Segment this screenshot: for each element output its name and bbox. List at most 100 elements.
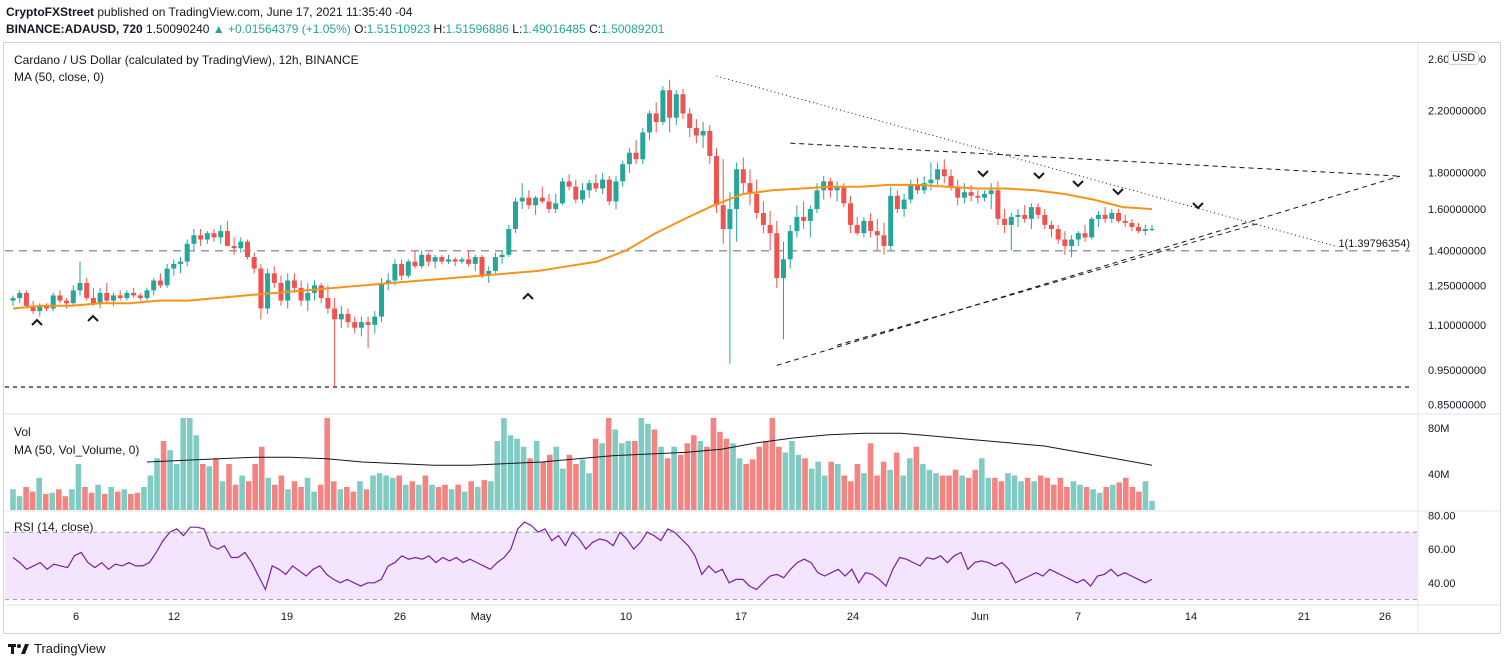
candle-body — [245, 241, 250, 258]
vol-legend: Vol — [14, 425, 31, 439]
chart-frame — [3, 42, 1501, 634]
volume-bar — [160, 441, 167, 510]
candle-body — [1109, 212, 1115, 219]
time-tick-label: 26 — [1379, 611, 1391, 623]
price-tick-label: 1.10000000 — [1428, 320, 1486, 332]
volume-bar — [304, 477, 311, 510]
currency-badge[interactable]: USD — [1448, 51, 1480, 65]
candle-body — [714, 155, 719, 206]
volume-bar — [474, 487, 481, 510]
volume-bar — [180, 418, 186, 510]
volume-bar — [841, 475, 848, 510]
volume-bar — [913, 446, 920, 510]
candle-body — [472, 257, 478, 264]
candle-body — [727, 209, 733, 230]
volume-bar — [494, 441, 501, 510]
candle-body — [513, 201, 518, 230]
candle-body — [593, 183, 599, 189]
candle-body — [345, 313, 351, 323]
candle-body — [318, 285, 324, 299]
candle-body — [452, 259, 458, 262]
candle-body — [915, 184, 920, 191]
volume-bar — [141, 487, 147, 510]
volume-bar — [959, 475, 965, 510]
candle-body — [1122, 220, 1128, 223]
volume-bar — [350, 491, 357, 510]
candle-body — [781, 259, 786, 279]
candle-body — [834, 186, 840, 191]
volume-bar — [704, 446, 710, 510]
volume-bar — [861, 473, 867, 510]
candle-body — [539, 197, 545, 202]
candle-body — [848, 203, 853, 225]
volume-bar — [121, 489, 128, 510]
volume-bar — [232, 484, 239, 510]
volume-bar — [893, 452, 900, 510]
candle-body — [325, 298, 331, 309]
candle-body — [988, 190, 994, 194]
volume-bar — [848, 481, 854, 510]
publish-info: CryptoFXStreet published on TradingView.… — [6, 5, 412, 19]
candle-body — [1102, 214, 1108, 219]
volume-bar — [527, 458, 533, 510]
volume-bar — [1037, 475, 1044, 510]
price-tick-label: 2.20000000 — [1428, 106, 1486, 118]
volume-bar — [1136, 491, 1142, 510]
volume-bar — [1064, 487, 1070, 510]
candle-body — [600, 179, 606, 189]
volume-bar — [638, 418, 645, 510]
volume-bar — [324, 418, 331, 510]
candle-body — [231, 245, 237, 249]
candle-body — [291, 280, 297, 288]
candle-body — [1089, 218, 1095, 238]
candle-body — [1062, 239, 1068, 246]
volume-bar — [344, 487, 350, 510]
candle-body — [37, 305, 43, 312]
price-tick-label: 1.40000000 — [1428, 245, 1486, 257]
time-tick-label: 17 — [735, 611, 747, 623]
volume-bar — [979, 458, 985, 510]
swing-high-marker-icon — [1192, 202, 1204, 210]
volume-bar — [1116, 482, 1123, 510]
volume-bar — [278, 475, 285, 510]
volume-bar — [383, 475, 389, 510]
candle-body — [760, 212, 766, 225]
volume-bar — [173, 464, 180, 510]
price-tick-label: 1.25000000 — [1428, 280, 1486, 292]
volume-bar — [579, 459, 586, 510]
tradingview-logo-icon — [8, 643, 29, 654]
candle-body — [30, 305, 36, 312]
volume-bar — [75, 464, 82, 510]
volume-bar — [906, 458, 913, 510]
volume-bar — [62, 496, 69, 510]
symbol-label: BINANCE:ADAUSD, 720 — [6, 22, 143, 36]
volume-bar — [717, 431, 723, 510]
volume-bar — [186, 418, 193, 510]
volume-bar — [834, 464, 841, 510]
candle-body — [580, 190, 585, 200]
volume-bar — [1051, 484, 1057, 510]
volume-bar — [880, 461, 887, 510]
candle-body — [787, 231, 793, 260]
candle-body — [680, 94, 686, 114]
volume-bar — [49, 492, 56, 510]
volume-bar — [311, 491, 317, 510]
volume-bar — [690, 435, 697, 510]
candle-body — [1136, 226, 1142, 232]
volume-bar — [828, 461, 835, 510]
swing-high-marker-icon — [1033, 172, 1045, 180]
swing-high-marker-icon — [1072, 180, 1084, 188]
time-tick-label: 10 — [620, 611, 632, 623]
candle-body — [151, 280, 157, 291]
candle-body — [10, 298, 16, 301]
candle-body — [941, 169, 947, 177]
descending-trendline — [716, 75, 1336, 247]
volume-bar — [245, 481, 252, 510]
volume-bar — [553, 446, 560, 510]
volume-bar — [69, 489, 75, 510]
low-label: L: — [512, 22, 523, 36]
open-value: 1.51510923 — [366, 22, 431, 36]
candle-body — [687, 113, 693, 128]
volume-bar — [618, 443, 625, 510]
